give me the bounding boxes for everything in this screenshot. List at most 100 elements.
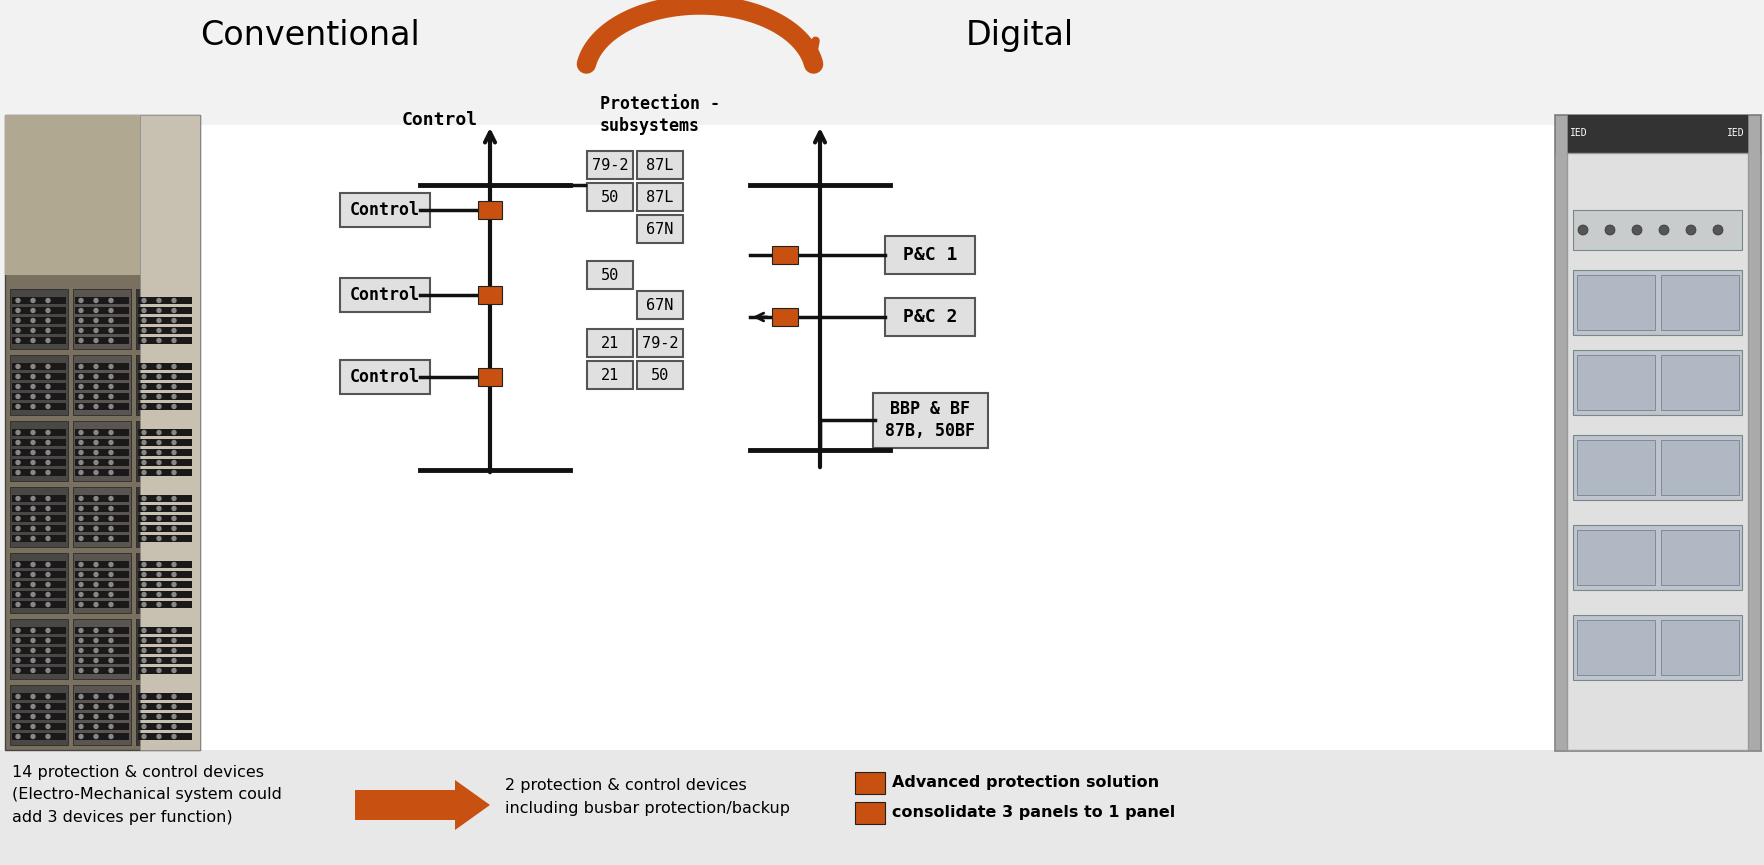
Bar [138, 327, 192, 334]
Bar [12, 373, 65, 380]
Bar [76, 637, 129, 644]
Circle shape [16, 649, 19, 652]
Circle shape [16, 704, 19, 708]
Bar [76, 495, 129, 502]
Circle shape [157, 725, 161, 728]
Circle shape [46, 507, 49, 510]
Bar [76, 713, 129, 720]
Circle shape [109, 364, 113, 368]
Bar [1662, 440, 1739, 495]
Bar [12, 525, 65, 532]
Circle shape [157, 704, 161, 708]
Circle shape [16, 364, 19, 368]
Circle shape [79, 318, 83, 323]
Circle shape [157, 714, 161, 719]
Circle shape [109, 507, 113, 510]
Circle shape [109, 734, 113, 739]
FancyBboxPatch shape [587, 183, 633, 211]
Circle shape [93, 405, 99, 408]
Bar [478, 201, 503, 219]
Circle shape [93, 516, 99, 521]
Circle shape [157, 695, 161, 699]
Circle shape [173, 714, 176, 719]
Circle shape [46, 562, 49, 567]
Text: Digital: Digital [967, 18, 1074, 52]
Bar [72, 619, 131, 679]
Bar [138, 383, 192, 390]
Circle shape [109, 451, 113, 454]
Bar [1573, 435, 1743, 500]
Text: P&C 1: P&C 1 [903, 246, 958, 264]
Bar [12, 571, 65, 578]
Bar [12, 469, 65, 476]
Circle shape [46, 695, 49, 699]
Bar [1748, 115, 1760, 750]
Bar [76, 693, 129, 700]
Circle shape [109, 385, 113, 388]
Bar [0, 750, 1764, 865]
Circle shape [173, 695, 176, 699]
Text: Advanced protection solution: Advanced protection solution [893, 776, 1159, 791]
Text: 87L: 87L [646, 157, 674, 172]
Circle shape [32, 364, 35, 368]
Circle shape [79, 451, 83, 454]
Bar [1573, 210, 1743, 250]
Circle shape [46, 704, 49, 708]
Bar [76, 591, 129, 598]
Circle shape [1658, 225, 1669, 235]
Circle shape [1579, 225, 1588, 235]
Bar [12, 723, 65, 730]
Bar [1556, 115, 1760, 153]
Circle shape [109, 431, 113, 434]
Circle shape [79, 329, 83, 332]
Circle shape [141, 714, 146, 719]
Circle shape [173, 725, 176, 728]
Bar [138, 667, 192, 674]
FancyBboxPatch shape [637, 361, 683, 389]
Bar [136, 487, 194, 547]
Circle shape [93, 629, 99, 632]
Circle shape [46, 394, 49, 399]
Text: Control: Control [349, 286, 420, 304]
Bar [138, 591, 192, 598]
Circle shape [32, 507, 35, 510]
Text: 50: 50 [651, 368, 669, 382]
Bar [76, 439, 129, 446]
Circle shape [157, 507, 161, 510]
Circle shape [109, 329, 113, 332]
Bar [76, 581, 129, 588]
Bar [1577, 440, 1655, 495]
Bar [5, 115, 199, 275]
Circle shape [173, 364, 176, 368]
FancyBboxPatch shape [340, 193, 430, 227]
Circle shape [79, 405, 83, 408]
Circle shape [1686, 225, 1695, 235]
Circle shape [93, 431, 99, 434]
Circle shape [141, 460, 146, 465]
Circle shape [157, 582, 161, 586]
Bar [76, 561, 129, 568]
Bar [1573, 350, 1743, 415]
Circle shape [157, 562, 161, 567]
Circle shape [32, 573, 35, 576]
Circle shape [173, 460, 176, 465]
Circle shape [157, 593, 161, 597]
Circle shape [46, 440, 49, 445]
Circle shape [79, 338, 83, 343]
Circle shape [141, 431, 146, 434]
Bar [76, 337, 129, 344]
Circle shape [32, 669, 35, 672]
Text: 67N: 67N [646, 298, 674, 312]
Circle shape [173, 440, 176, 445]
Bar [1577, 275, 1655, 330]
Circle shape [109, 629, 113, 632]
Circle shape [141, 318, 146, 323]
Circle shape [46, 309, 49, 312]
Circle shape [173, 658, 176, 663]
Circle shape [79, 440, 83, 445]
Text: 21: 21 [602, 336, 619, 350]
Circle shape [141, 309, 146, 312]
Circle shape [157, 603, 161, 606]
Circle shape [79, 394, 83, 399]
Circle shape [173, 451, 176, 454]
